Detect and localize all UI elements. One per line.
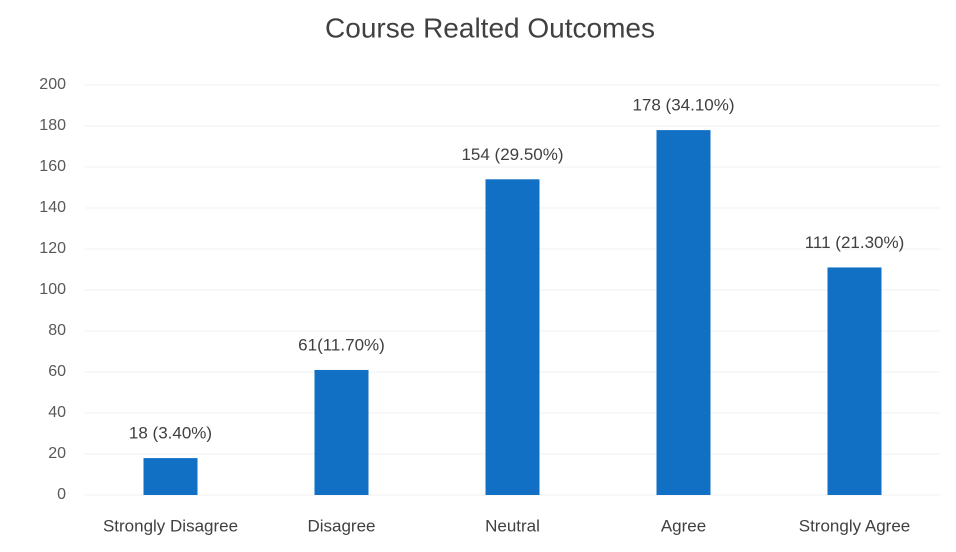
bar: [827, 267, 882, 495]
value-label: 18 (3.40%): [129, 424, 212, 443]
y-tick-label: 0: [57, 486, 66, 503]
x-tick-label: Disagree: [307, 516, 375, 535]
y-tick-label: 180: [39, 117, 66, 134]
x-tick-label: Neutral: [485, 516, 540, 535]
x-tick-label: Agree: [661, 516, 706, 535]
chart-title: Course Realted Outcomes: [325, 12, 655, 43]
value-label: 154 (29.50%): [461, 145, 563, 164]
bar: [143, 458, 198, 495]
y-tick-label: 60: [48, 363, 66, 380]
value-label: 178 (34.10%): [632, 96, 734, 115]
y-tick-label: 20: [48, 445, 66, 462]
y-tick-label: 100: [39, 281, 66, 298]
y-tick-label: 200: [39, 76, 66, 93]
y-tick-label: 120: [39, 240, 66, 257]
x-tick-label: Strongly Agree: [799, 516, 911, 535]
bar: [485, 179, 540, 496]
y-tick-label: 160: [39, 158, 66, 175]
bar: [314, 369, 369, 495]
y-tick-label: 40: [48, 404, 66, 421]
y-tick-label: 140: [39, 199, 66, 216]
value-label: 111 (21.30%): [805, 233, 905, 252]
bar: [656, 130, 711, 495]
value-label: 61(11.70%): [298, 335, 385, 354]
y-tick-label: 80: [48, 322, 66, 339]
x-tick-label: Strongly Disagree: [103, 516, 238, 535]
